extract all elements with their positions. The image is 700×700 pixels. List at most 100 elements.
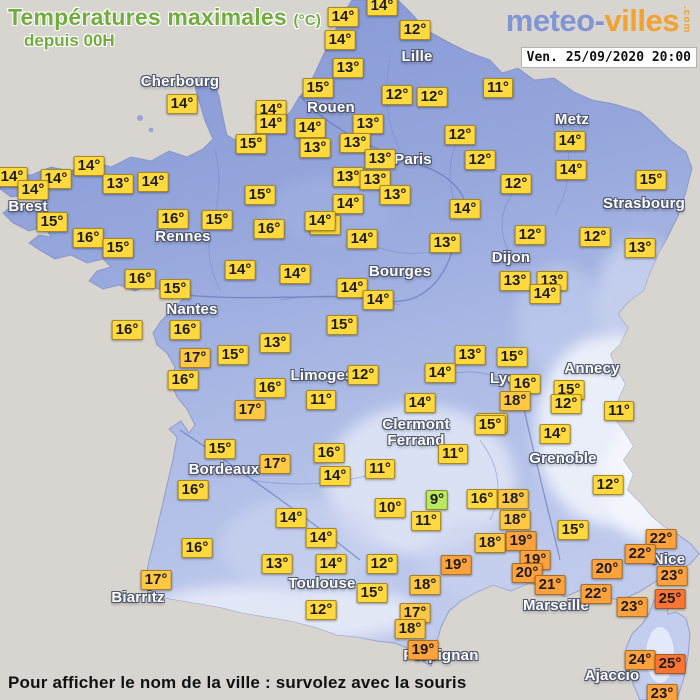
temp-badge[interactable]: 14°: [255, 114, 287, 134]
temp-badge[interactable]: 13°: [261, 554, 293, 574]
temp-badge[interactable]: 23°: [656, 566, 688, 586]
temp-badge[interactable]: 14°: [362, 290, 394, 310]
temp-badge[interactable]: 17°: [179, 348, 211, 368]
temp-badge[interactable]: 15°: [235, 134, 267, 154]
temp-badge[interactable]: 25°: [654, 589, 686, 609]
temp-badge[interactable]: 11°: [306, 390, 336, 410]
temp-badge[interactable]: 14°: [449, 199, 481, 219]
temp-badge[interactable]: 17°: [234, 400, 266, 420]
temp-badge[interactable]: 14°: [554, 131, 586, 151]
temp-badge[interactable]: 13°: [379, 185, 411, 205]
temp-badge[interactable]: 16°: [466, 489, 498, 509]
temp-badge[interactable]: 18°: [409, 575, 441, 595]
site-logo[interactable]: meteo-villes .com: [506, 3, 692, 39]
temp-badge[interactable]: 14°: [279, 264, 311, 284]
temp-badge[interactable]: 13°: [429, 233, 461, 253]
temp-badge[interactable]: 14°: [137, 172, 169, 192]
temp-badge[interactable]: 14°: [319, 466, 351, 486]
temp-badge[interactable]: 14°: [166, 94, 198, 114]
temp-badge[interactable]: 15°: [204, 439, 236, 459]
temp-badge[interactable]: 15°: [217, 345, 249, 365]
temp-badge[interactable]: 11°: [365, 459, 395, 479]
temp-badge[interactable]: 13°: [352, 114, 384, 134]
temp-badge[interactable]: 25°: [654, 654, 686, 674]
temp-badge[interactable]: 15°: [159, 279, 191, 299]
temp-badge[interactable]: 14°: [366, 0, 398, 16]
temp-badge[interactable]: 15°: [244, 185, 276, 205]
temp-badge[interactable]: 14°: [336, 278, 368, 298]
temp-badge[interactable]: 14°: [424, 363, 456, 383]
temp-badge[interactable]: 12°: [592, 475, 624, 495]
temp-badge[interactable]: 12°: [464, 150, 496, 170]
temp-badge[interactable]: 14°: [315, 554, 347, 574]
temp-badge[interactable]: 19°: [440, 555, 472, 575]
temp-badge[interactable]: 14°: [17, 180, 49, 200]
temp-badge[interactable]: 14°: [539, 424, 571, 444]
temp-badge[interactable]: 15°: [496, 347, 528, 367]
temp-badge[interactable]: 12°: [444, 125, 476, 145]
temp-badge[interactable]: 13°: [364, 149, 396, 169]
temp-badge[interactable]: 16°: [254, 378, 286, 398]
temp-badge[interactable]: 14°: [305, 528, 337, 548]
temp-badge[interactable]: 18°: [497, 489, 529, 509]
temp-badge[interactable]: 17°: [259, 454, 291, 474]
temp-badge[interactable]: 21°: [534, 575, 566, 595]
temp-badge[interactable]: 12°: [347, 365, 379, 385]
temp-badge[interactable]: 11°: [411, 511, 441, 531]
temp-badge[interactable]: 13°: [339, 133, 371, 153]
temp-badge[interactable]: 16°: [253, 219, 285, 239]
temp-badge[interactable]: 22°: [624, 544, 656, 564]
temp-badge[interactable]: 22°: [580, 584, 612, 604]
temp-badge[interactable]: 12°: [399, 20, 431, 40]
temp-badge[interactable]: 12°: [579, 227, 611, 247]
temp-badge[interactable]: 18°: [394, 619, 426, 639]
temp-badge[interactable]: 12°: [514, 225, 546, 245]
temp-badge[interactable]: 10°: [374, 498, 406, 518]
temp-badge[interactable]: 17°: [140, 570, 172, 590]
temp-badge[interactable]: 15°: [326, 315, 358, 335]
temp-badge[interactable]: 13°: [259, 333, 291, 353]
temp-badge[interactable]: 12°: [500, 174, 532, 194]
temp-badge[interactable]: 12°: [366, 554, 398, 574]
temp-badge[interactable]: 14°: [324, 30, 356, 50]
temp-badge[interactable]: 15°: [635, 170, 667, 190]
temp-badge[interactable]: 11°: [483, 78, 513, 98]
temp-badge[interactable]: 15°: [36, 212, 68, 232]
temp-badge[interactable]: 19°: [407, 640, 439, 660]
temp-badge[interactable]: 14°: [332, 194, 364, 214]
temp-badge[interactable]: 20°: [591, 559, 623, 579]
temp-badge[interactable]: 12°: [416, 87, 448, 107]
temp-badge[interactable]: 24°: [624, 650, 656, 670]
temp-badge[interactable]: 16°: [177, 480, 209, 500]
temp-badge[interactable]: 18°: [474, 533, 506, 553]
temp-badge[interactable]: 17°: [399, 603, 431, 623]
temp-badge[interactable]: 16°: [111, 320, 143, 340]
temp-badge[interactable]: 15°: [201, 210, 233, 230]
temp-badge[interactable]: 14°: [346, 229, 378, 249]
temp-badge[interactable]: 14°: [275, 508, 307, 528]
temp-badge[interactable]: 19°: [505, 531, 537, 551]
temp-badge[interactable]: 16°: [72, 228, 104, 248]
temp-badge[interactable]: 23°: [646, 684, 678, 700]
temp-badge[interactable]: 14°: [294, 118, 326, 138]
temp-badge[interactable]: 16°: [181, 538, 213, 558]
temp-badge[interactable]: 12°: [305, 600, 337, 620]
temp-badge[interactable]: 14°: [73, 156, 105, 176]
temp-badge[interactable]: 16°: [157, 209, 189, 229]
temp-badge[interactable]: 15°: [474, 415, 506, 435]
temp-badge[interactable]: 15°: [557, 520, 589, 540]
temp-badge[interactable]: 18°: [499, 510, 531, 530]
temp-badge[interactable]: 16°: [313, 443, 345, 463]
temp-badge[interactable]: 12°: [550, 394, 582, 414]
temp-badge[interactable]: 13°: [624, 238, 656, 258]
temp-badge[interactable]: 15°: [356, 583, 388, 603]
temp-badge[interactable]: 16°: [509, 374, 541, 394]
temp-badge[interactable]: 14°: [529, 284, 561, 304]
temp-badge[interactable]: 14°: [555, 160, 587, 180]
temp-badge[interactable]: 13°: [454, 345, 486, 365]
temp-badge[interactable]: 14°: [304, 211, 336, 231]
temp-badge[interactable]: 14°: [224, 260, 256, 280]
temp-badge[interactable]: 16°: [169, 320, 201, 340]
